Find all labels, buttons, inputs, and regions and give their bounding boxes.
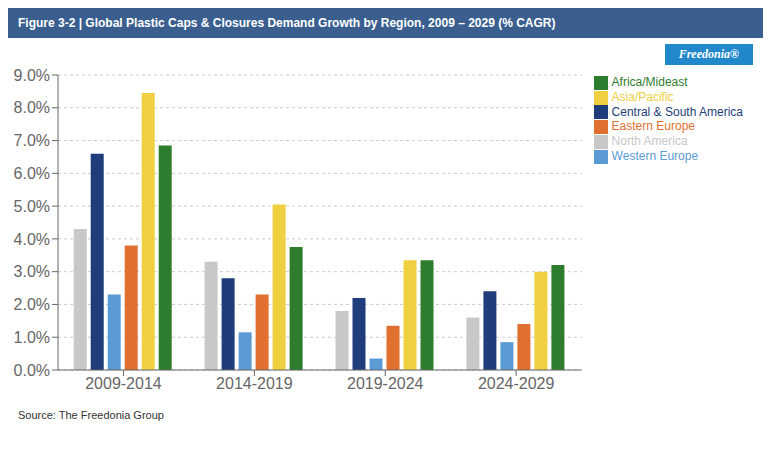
html-text:Eastern Europe: Eastern Europe xyxy=(611,119,695,134)
svg-text:6.0%: 6.0% xyxy=(14,165,50,182)
html-text:North America: North America xyxy=(611,134,688,149)
html-text:Central & South America: Central & South America xyxy=(611,104,743,119)
html-text:Western Europe: Western Europe xyxy=(611,149,699,164)
svg-text:8.0%: 8.0% xyxy=(14,99,50,116)
svg-text:5.0%: 5.0% xyxy=(14,198,50,215)
svg-text:2014-2019: 2014-2019 xyxy=(216,375,293,392)
svg-text:7.0%: 7.0% xyxy=(14,132,50,149)
html-text:Source: The Freedonia Group: Source: The Freedonia Group xyxy=(18,409,164,421)
html-text:Freedonia®: Freedonia® xyxy=(678,47,739,61)
html-text:Asia/Pacific: Asia/Pacific xyxy=(611,89,674,104)
svg-text:1.0%: 1.0% xyxy=(14,329,50,346)
svg-text:2024-2029: 2024-2029 xyxy=(478,375,555,392)
html-text:Figure 3-2 | Global Plastic Ca: Figure 3-2 | Global Plastic Caps & Closu… xyxy=(18,16,556,30)
html-text:Africa/Mideast: Africa/Mideast xyxy=(611,75,688,89)
svg-text:2019-2024: 2019-2024 xyxy=(347,375,424,392)
svg-text:4.0%: 4.0% xyxy=(14,231,50,248)
svg-text:0.0%: 0.0% xyxy=(14,362,50,379)
svg-text:2009-2014: 2009-2014 xyxy=(85,375,162,392)
svg-text:3.0%: 3.0% xyxy=(14,263,50,280)
svg-text:2.0%: 2.0% xyxy=(14,296,50,313)
svg-text:9.0%: 9.0% xyxy=(14,67,50,84)
